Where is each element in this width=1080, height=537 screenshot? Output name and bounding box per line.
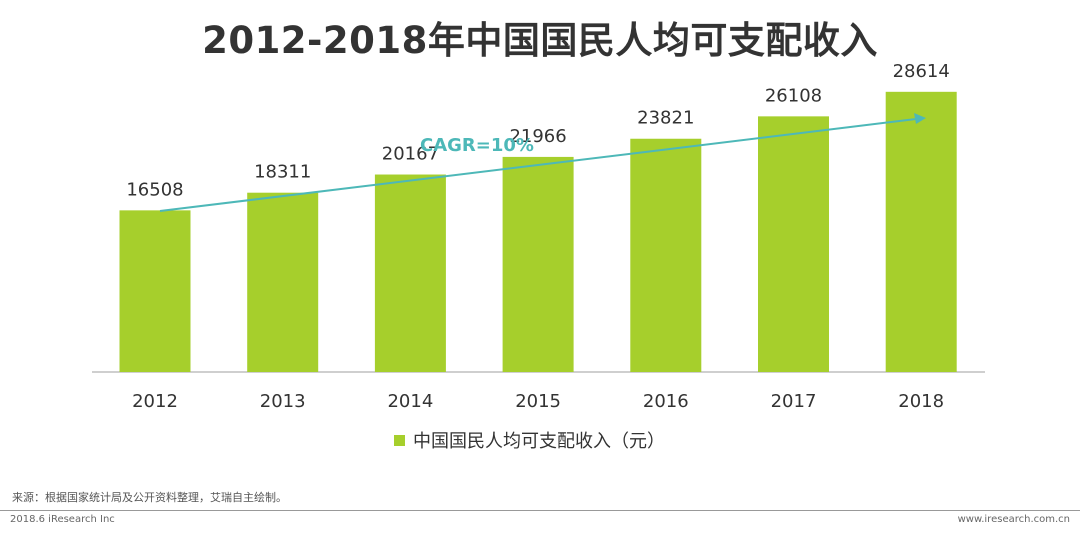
legend-label: 中国国民人均可支配收入（元） [413,431,665,452]
footer-website: www.iresearch.com.cn [957,514,1070,525]
value-labels-group: 16508 18311 20167 21966 23821 26108 28614 [126,61,949,201]
value-label-2015: 21966 [509,126,566,147]
cagr-trend-group: CAGR=10% [159,113,926,212]
category-label-2018: 2018 [898,391,944,412]
source-note: 来源：根据国家统计局及公开资料整理，艾瑞自主绘制。 [12,491,287,504]
cagr-arrow-head [914,113,926,124]
value-label-2018: 28614 [893,61,950,82]
value-label-2016: 23821 [637,108,694,129]
category-label-2013: 2013 [260,391,306,412]
legend: 中国国民人均可支配收入（元） [394,427,665,453]
bars-group [119,91,957,373]
bar-2018 [885,91,957,373]
footer-copyright: 2018.6 iResearch Inc [10,514,115,525]
value-label-2012: 16508 [126,179,183,200]
bar-2012 [119,210,191,372]
chart-title: 2012-2018年中国国民人均可支配收入 [202,19,878,62]
legend-swatch [394,434,405,446]
bar-2015 [502,156,574,372]
value-label-2017: 26108 [765,85,822,106]
category-labels-group: 2012 2013 2014 2015 2016 2017 2018 [132,391,944,412]
bar-2016 [630,138,702,372]
category-label-2017: 2017 [771,391,817,412]
bar-2014 [374,174,446,372]
value-label-2014: 20167 [382,144,439,165]
bar-2017 [758,116,829,372]
category-label-2012: 2012 [132,391,178,412]
footer-divider [0,510,1080,511]
bar-2013 [247,192,319,372]
value-label-2013: 18311 [254,162,311,183]
category-label-2015: 2015 [515,391,561,412]
cagr-arrow-line [159,118,917,212]
cagr-label: CAGR=10% [420,135,534,156]
category-label-2014: 2014 [387,391,433,412]
category-label-2016: 2016 [643,391,689,412]
